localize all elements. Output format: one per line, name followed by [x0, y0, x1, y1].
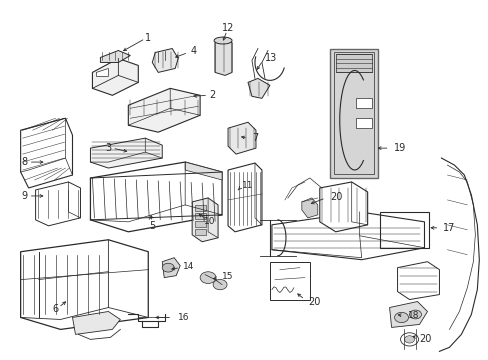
Polygon shape	[192, 198, 218, 242]
Bar	[195, 213, 205, 219]
Polygon shape	[100, 50, 130, 62]
Text: 1: 1	[145, 32, 151, 42]
Polygon shape	[319, 182, 367, 232]
Polygon shape	[92, 58, 138, 95]
Text: 8: 8	[21, 157, 28, 167]
Circle shape	[213, 279, 226, 290]
Bar	[195, 205, 205, 211]
Text: 20: 20	[419, 334, 431, 345]
Text: 10: 10	[204, 217, 215, 226]
Circle shape	[404, 336, 414, 343]
Polygon shape	[215, 39, 232, 75]
Polygon shape	[162, 258, 180, 278]
Circle shape	[200, 272, 216, 283]
Polygon shape	[90, 138, 162, 168]
Text: 6: 6	[52, 305, 59, 315]
Ellipse shape	[214, 37, 232, 44]
Polygon shape	[227, 122, 255, 154]
Polygon shape	[389, 302, 427, 328]
Text: 19: 19	[393, 143, 405, 153]
Bar	[335, 54, 371, 72]
Polygon shape	[96, 68, 108, 76]
Text: 12: 12	[222, 23, 234, 33]
Text: 4: 4	[190, 46, 196, 57]
Polygon shape	[36, 182, 81, 226]
Polygon shape	[90, 162, 222, 232]
Polygon shape	[20, 118, 72, 188]
Text: 9: 9	[21, 191, 28, 201]
Bar	[195, 229, 205, 235]
Circle shape	[394, 312, 407, 323]
Polygon shape	[301, 198, 317, 218]
Polygon shape	[20, 240, 148, 329]
Text: 14: 14	[183, 262, 194, 271]
Polygon shape	[247, 78, 269, 98]
Text: 13: 13	[264, 54, 277, 63]
Polygon shape	[152, 49, 178, 72]
Circle shape	[162, 263, 174, 272]
Bar	[355, 118, 371, 128]
Polygon shape	[227, 163, 262, 232]
Bar	[195, 221, 205, 227]
Polygon shape	[271, 212, 424, 260]
Text: 3: 3	[105, 143, 111, 153]
Text: 20: 20	[307, 297, 320, 306]
Polygon shape	[397, 262, 439, 300]
Text: 7: 7	[251, 133, 258, 143]
Bar	[269, 262, 309, 300]
Polygon shape	[185, 162, 222, 180]
Circle shape	[408, 310, 421, 319]
Bar	[329, 49, 377, 178]
Text: 16: 16	[178, 313, 189, 322]
Text: 17: 17	[443, 223, 455, 233]
Circle shape	[400, 333, 418, 346]
Bar	[355, 98, 371, 108]
Text: 20: 20	[329, 192, 342, 202]
Text: 18: 18	[407, 311, 418, 320]
Text: 2: 2	[208, 90, 215, 100]
Polygon shape	[72, 311, 120, 334]
Text: 15: 15	[222, 272, 233, 281]
Bar	[333, 53, 373, 174]
Text: 5: 5	[149, 221, 155, 231]
Text: 11: 11	[242, 181, 253, 190]
Bar	[379, 212, 428, 248]
Polygon shape	[128, 88, 200, 132]
